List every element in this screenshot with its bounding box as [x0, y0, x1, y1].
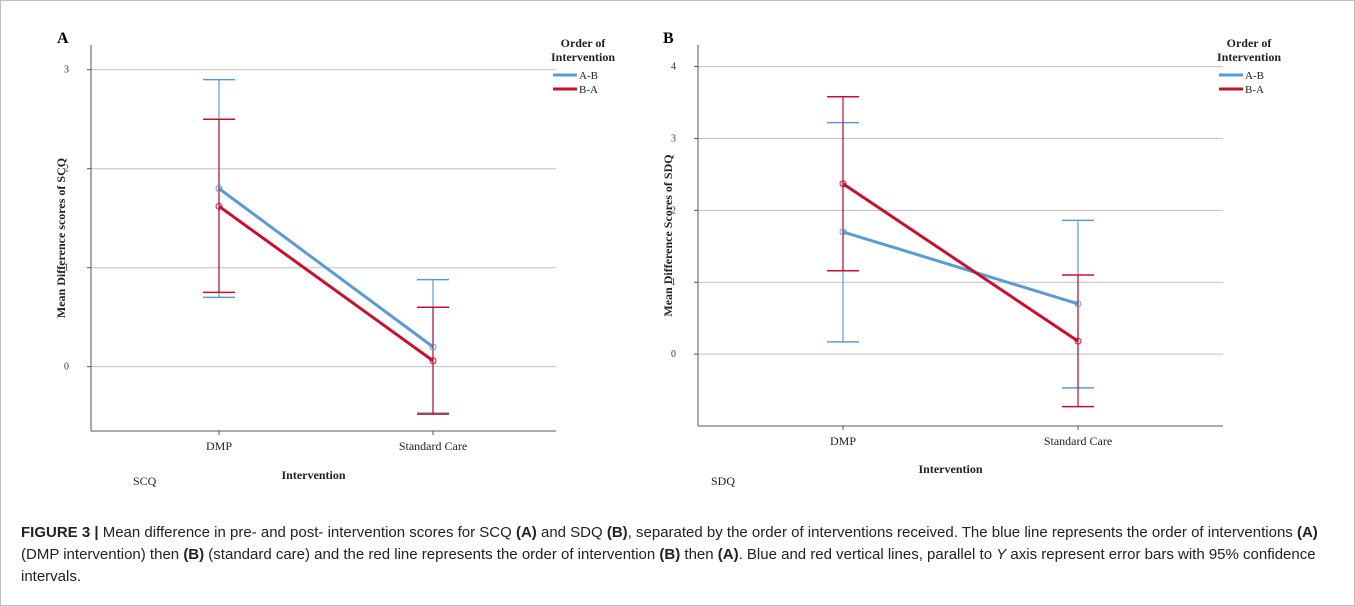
- data-point: [839, 228, 847, 236]
- caption-text: (standard care) and the red line represe…: [204, 546, 660, 563]
- y-tick-label: 1: [64, 263, 69, 274]
- x-tick-label: Standard Care: [1044, 434, 1112, 448]
- x-tick-label: DMP: [206, 439, 232, 453]
- data-point: [429, 357, 437, 365]
- data-point: [429, 343, 437, 351]
- x-tick-label: DMP: [830, 434, 856, 448]
- series-line: [842, 230, 1079, 306]
- y-tick-label: 2: [671, 205, 676, 216]
- legend-title: Order of: [561, 36, 607, 50]
- caption-bold: (B): [659, 546, 681, 563]
- legend-label: B-A: [579, 84, 598, 96]
- legend-title: Intervention: [551, 50, 615, 64]
- panel-label: A: [57, 30, 69, 47]
- series-line: [218, 187, 434, 349]
- legend-label: A-B: [579, 70, 598, 82]
- caption-italic: Y: [996, 546, 1007, 563]
- x-axis-title: Intervention: [282, 468, 346, 482]
- caption-bold: (A): [1296, 524, 1318, 541]
- caption-text: axis represent error bars with 95% confi…: [21, 546, 1316, 585]
- y-tick-label: 3: [64, 65, 69, 76]
- caption-text: and SDQ: [536, 524, 607, 541]
- panel-corner-label: SCQ: [133, 474, 157, 488]
- caption-figure-label: FIGURE 3 |: [21, 524, 99, 541]
- y-tick-label: 1: [671, 277, 676, 288]
- caption-text: Mean difference in pre- and post- interv…: [98, 524, 516, 541]
- series-line: [218, 205, 434, 362]
- caption-text: . Blue and red vertical lines, parallel …: [738, 546, 997, 563]
- legend-title: Intervention: [1217, 50, 1281, 64]
- y-tick-label: 4: [671, 62, 676, 73]
- series-line: [842, 182, 1079, 343]
- caption-text: (DMP intervention) then: [21, 546, 184, 563]
- caption-bold: (A): [717, 546, 739, 563]
- y-tick-label: 2: [64, 164, 69, 175]
- caption-bold: (B): [183, 546, 205, 563]
- caption-text: then: [680, 546, 718, 563]
- y-tick-label: 0: [64, 362, 69, 373]
- y-axis-title: Mean Difference scores of SCQ: [54, 158, 68, 318]
- caption-bold: (A): [515, 524, 537, 541]
- data-point: [215, 202, 223, 210]
- data-point: [839, 180, 847, 188]
- caption-text: , separated by the order of intervention…: [627, 524, 1297, 541]
- y-tick-label: 0: [671, 349, 676, 360]
- figure-caption: FIGURE 3 | Mean difference in pre- and p…: [21, 522, 1341, 588]
- data-point: [1074, 300, 1082, 308]
- y-axis-title: Mean Difference Scores of SDQ: [661, 154, 675, 316]
- y-tick-label: 3: [671, 133, 676, 144]
- legend-title: Order of: [1227, 36, 1273, 50]
- legend-label: A-B: [1245, 70, 1264, 82]
- data-point: [215, 185, 223, 193]
- x-axis-title: Intervention: [919, 462, 983, 476]
- caption-bold: (B): [606, 524, 628, 541]
- legend-label: B-A: [1245, 84, 1264, 96]
- panel-corner-label: SDQ: [711, 474, 735, 488]
- figure-charts: 0 1 2 3 DMP Standard Care Mean Difference scor…: [54, 30, 1281, 488]
- panel-label: B: [663, 30, 674, 47]
- data-point: [1074, 337, 1082, 345]
- x-tick-label: Standard Care: [399, 439, 467, 453]
